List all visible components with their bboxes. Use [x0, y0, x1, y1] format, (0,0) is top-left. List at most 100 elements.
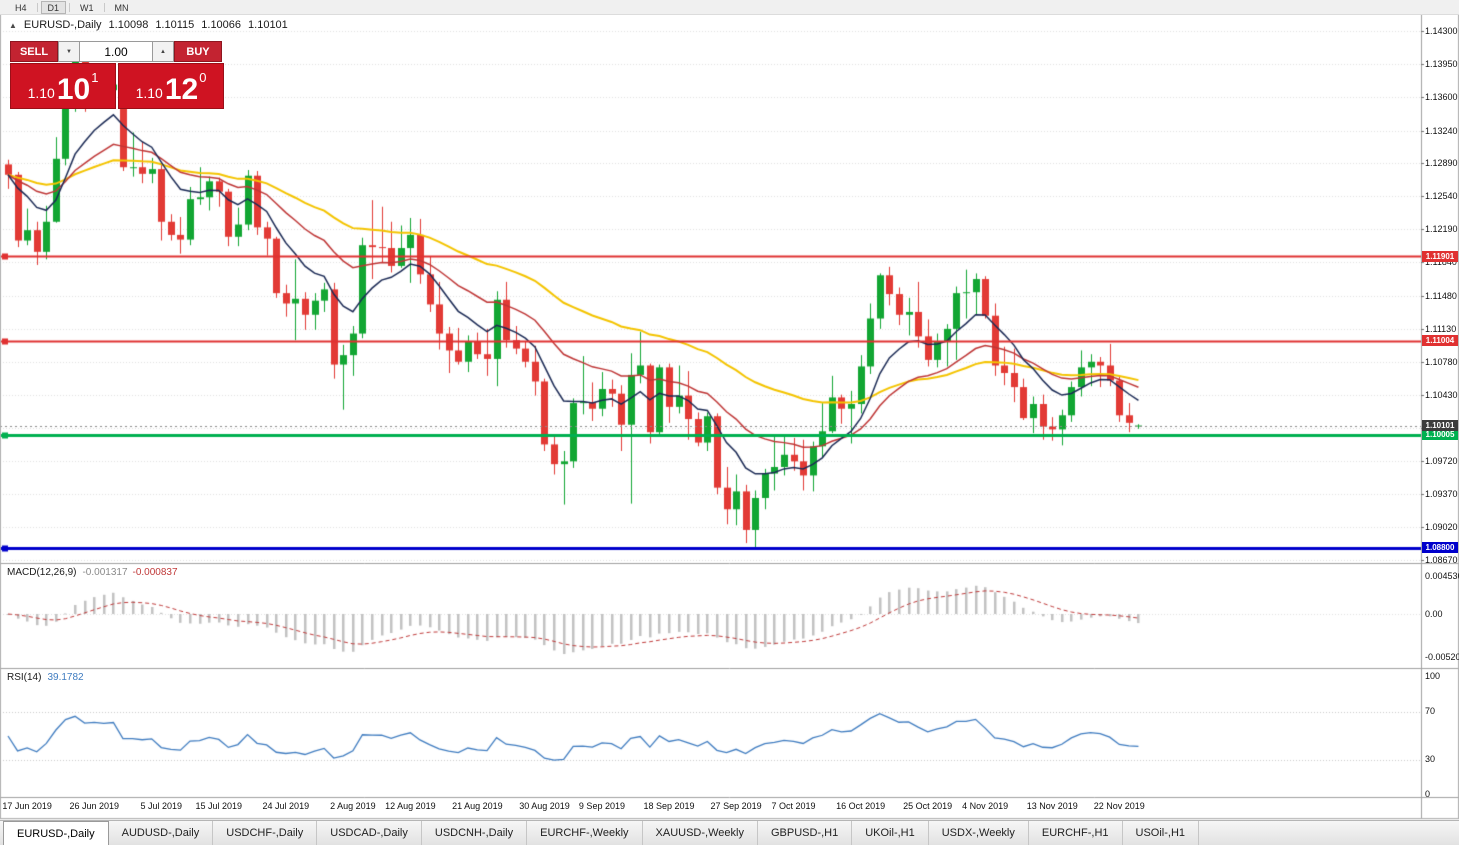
date-axis-label: 4 Nov 2019 — [962, 801, 1009, 811]
macd-signal-value: -0.000837 — [132, 567, 178, 578]
date-axis-label: 24 Jul 2019 — [262, 801, 310, 811]
date-axis-label: 21 Aug 2019 — [452, 801, 503, 811]
price-axis-label: 1.08670 — [1425, 555, 1458, 565]
macd-axis-label: 0.004536 — [1425, 571, 1459, 581]
date-axis-label: 15 Jul 2019 — [195, 801, 243, 811]
chevron-up-icon: ▲ — [160, 48, 166, 55]
sell-price-prefix: 1.10 — [27, 85, 55, 101]
chart-tab-ukoil-h1[interactable]: UKOil-,H1 — [852, 821, 929, 845]
date-axis-label: 7 Oct 2019 — [771, 801, 816, 811]
rsi-value: 39.1782 — [47, 672, 84, 683]
timeframe-button-w1[interactable]: W1 — [80, 2, 94, 13]
rsi-axis-label: 30 — [1425, 754, 1436, 764]
date-axis-label: 26 Jun 2019 — [69, 801, 119, 811]
price-axis-label: 1.09020 — [1425, 522, 1458, 533]
toolbar-separator — [36, 2, 38, 12]
price-axis-label: 1.12190 — [1425, 224, 1458, 235]
macd-axis-label: 0.00 — [1425, 609, 1443, 619]
sell-price-panel[interactable]: 1.10 10 1 — [10, 63, 116, 109]
ohlc-close: 1.10101 — [248, 19, 288, 31]
date-axis-label: 5 Jul 2019 — [140, 801, 183, 811]
date-axis-label: 9 Sep 2019 — [578, 801, 625, 811]
macd-axis-label: -0.00520 — [1425, 652, 1459, 662]
timeframe-button-h4[interactable]: H4 — [15, 2, 27, 13]
sell-price-sup: 1 — [91, 70, 99, 85]
timeframe-button-mn[interactable]: MN — [114, 2, 129, 13]
ohlc-low: 1.10066 — [201, 19, 242, 31]
date-axis-label: 13 Nov 2019 — [1026, 801, 1078, 811]
chart-tab-usdx-weekly[interactable]: USDX-,Weekly — [929, 821, 1029, 845]
chart-tab-usdcnh-daily[interactable]: USDCNH-,Daily — [422, 821, 528, 845]
buy-button[interactable]: BUY — [174, 41, 222, 62]
macd-indicator-header: MACD(12,26,9) -0.001317 -0.000837 — [7, 567, 178, 578]
sell-button[interactable]: SELL — [10, 41, 58, 62]
macd-label: MACD(12,26,9) — [7, 567, 77, 578]
chart-tab-usoil-h1[interactable]: USOil-,H1 — [1123, 821, 1200, 845]
rsi-axis-label: 70 — [1425, 706, 1436, 716]
date-axis-label: 16 Oct 2019 — [836, 801, 886, 811]
price-axis-label: 1.09720 — [1425, 456, 1458, 467]
volume-increase-button[interactable]: ▲ — [152, 41, 174, 62]
one-click-trading-widget: SELL ▼ ▲ BUY 1.10 10 1 1.10 12 0 — [10, 41, 224, 109]
volume-decrease-button[interactable]: ▼ — [58, 41, 80, 62]
price-axis-label: 1.11130 — [1425, 323, 1457, 334]
line-price-tag: 1.10005 — [1422, 429, 1458, 441]
price-axis-label: 1.09370 — [1425, 489, 1458, 500]
rsi-axis-label: 100 — [1425, 671, 1441, 681]
chart-tab-eurusd-daily[interactable]: EURUSD-,Daily — [3, 821, 109, 845]
chart-tab-usdchf-daily[interactable]: USDCHF-,Daily — [213, 821, 318, 845]
price-axis-label: 1.12890 — [1425, 158, 1458, 169]
ohlc-open: 1.10098 — [108, 19, 149, 31]
sell-price-big: 10 — [56, 73, 91, 106]
chart-symbol-header: ▲ EURUSD-,Daily 1.10098 1.10115 1.10066 … — [9, 19, 288, 31]
ohlc-high: 1.10115 — [155, 19, 195, 31]
buy-price-panel[interactable]: 1.10 12 0 — [118, 63, 224, 109]
one-click-collapse-icon[interactable]: ▲ — [9, 20, 17, 30]
chart-tab-audusd-daily[interactable]: AUDUSD-,Daily — [109, 821, 214, 845]
macd-main-value: -0.001317 — [82, 567, 128, 578]
rsi-label: RSI(14) — [7, 672, 42, 683]
date-axis-label: 25 Oct 2019 — [903, 801, 953, 811]
date-axis-label: 22 Nov 2019 — [1093, 801, 1145, 811]
date-axis-label: 12 Aug 2019 — [385, 801, 436, 811]
trade-widget-price-row: 1.10 10 1 1.10 12 0 — [10, 63, 224, 109]
price-axis-label: 1.11840 — [1425, 257, 1457, 268]
rsi-axis-label: 0 — [1425, 789, 1431, 799]
volume-input[interactable] — [80, 41, 152, 62]
date-axis-label: 27 Sep 2019 — [710, 801, 762, 811]
line-price-tag: 1.08800 — [1422, 542, 1458, 554]
chart-tab-usdcad-daily[interactable]: USDCAD-,Daily — [317, 821, 422, 845]
price-axis-label: 1.13240 — [1425, 125, 1458, 136]
line-price-tag: 1.11004 — [1422, 335, 1458, 347]
chart-tab-xauusd-weekly[interactable]: XAUUSD-,Weekly — [643, 821, 758, 845]
chart-tab-eurchf-weekly[interactable]: EURCHF-,Weekly — [527, 821, 643, 845]
price-axis-label: 1.13950 — [1425, 58, 1458, 69]
price-axis-label: 1.13600 — [1425, 91, 1458, 102]
line-price-tag: 1.11901 — [1422, 250, 1458, 262]
timeframe-button-d1[interactable]: D1 — [40, 0, 67, 14]
toolbar-separator — [69, 2, 71, 12]
date-axis-label: 2 Aug 2019 — [330, 801, 376, 811]
trade-widget-top-row: SELL ▼ ▲ BUY — [10, 41, 224, 62]
chart-tab-bar: EURUSD-,Daily AUDUSD-,Daily USDCHF-,Daily U… — [0, 820, 1459, 845]
price-axis-label: 1.10780 — [1425, 356, 1458, 367]
chart-tab-eurchf-h1[interactable]: EURCHF-,H1 — [1029, 821, 1123, 845]
price-axis-label: 1.10430 — [1425, 389, 1458, 400]
rsi-indicator-header: RSI(14) 39.1782 — [7, 672, 84, 683]
price-axis-label: 1.14300 — [1425, 26, 1458, 36]
chevron-down-icon: ▼ — [66, 48, 72, 55]
buy-price-prefix: 1.10 — [135, 85, 163, 101]
date-axis-label: 30 Aug 2019 — [519, 801, 570, 811]
toolbar-separator — [103, 2, 105, 12]
symbol-label: EURUSD-,Daily — [23, 19, 102, 31]
buy-price-sup: 0 — [199, 70, 207, 85]
bid-price-tag: 1.10101 — [1422, 420, 1458, 432]
price-axis-label: 1.11480 — [1425, 290, 1457, 301]
buy-price-big: 12 — [164, 73, 199, 106]
date-axis-label: 18 Sep 2019 — [643, 801, 695, 811]
price-axis-label: 1.12540 — [1425, 191, 1458, 202]
chart-tab-gbpusd-h1[interactable]: GBPUSD-,H1 — [758, 821, 853, 845]
timeframe-toolbar: H4 D1 W1 MN — [0, 0, 1459, 15]
